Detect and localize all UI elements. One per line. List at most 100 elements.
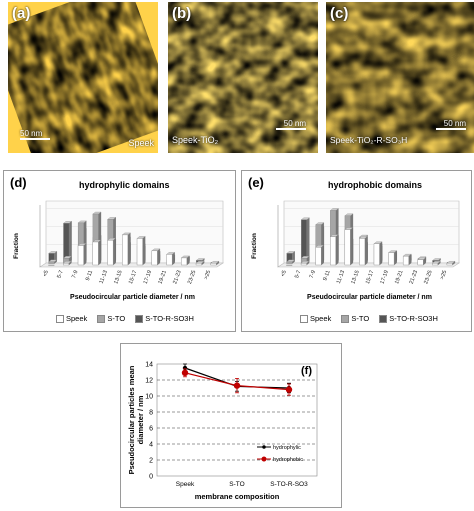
legend-item: Speek bbox=[300, 314, 331, 324]
tick-label: 17-19 bbox=[380, 270, 390, 285]
legend-item: S-TO bbox=[341, 314, 369, 324]
panel-label-b: (b) bbox=[172, 5, 192, 22]
x-tick-label: S-TO-R-SO3 bbox=[270, 481, 308, 488]
legend-item: Speek bbox=[56, 314, 88, 324]
legend-swatch bbox=[300, 315, 308, 324]
tick-label: 11-13 bbox=[336, 270, 346, 285]
legend-swatch bbox=[379, 315, 388, 324]
bar bbox=[417, 259, 424, 266]
sample-name: Speek bbox=[128, 138, 154, 148]
x-tick-label: Speek bbox=[176, 481, 195, 488]
bar-side bbox=[83, 243, 87, 266]
y-axis-label: Fraction bbox=[13, 233, 20, 259]
tick-label: 7-9 bbox=[71, 270, 79, 280]
bar-side bbox=[393, 250, 397, 266]
bar-side bbox=[112, 237, 116, 266]
y-tick-label: 8 bbox=[149, 410, 153, 417]
tick-label: 11-13 bbox=[99, 270, 109, 285]
bar bbox=[286, 264, 293, 266]
tick-label: 9-11 bbox=[322, 270, 331, 282]
legend-label: S-TO-R-SO3H bbox=[389, 314, 438, 323]
tick-label: 15-17 bbox=[365, 270, 375, 285]
tick-label: >25 bbox=[203, 270, 212, 281]
chart-title: hydrophobic domains bbox=[328, 180, 423, 190]
legend-item: S-TO bbox=[97, 314, 126, 324]
x-axis-label: membrane composition bbox=[195, 492, 280, 501]
afm-texture bbox=[8, 2, 158, 153]
bar bbox=[48, 261, 55, 264]
scale-bar bbox=[20, 138, 50, 140]
legend-swatch bbox=[135, 315, 144, 324]
y-tick-label: 2 bbox=[149, 458, 153, 465]
panel-label-e: (e) bbox=[248, 175, 264, 190]
y-axis-label: Pseudocircular particles mean bbox=[127, 365, 136, 474]
afm-image-speek: (a) 50 nm Speek bbox=[8, 2, 158, 153]
scale-bar bbox=[436, 128, 466, 130]
afm-texture bbox=[326, 2, 474, 153]
tick-label: 23-25 bbox=[187, 270, 197, 285]
x-axis-label: Pseudocircular particle diameter / nm bbox=[70, 294, 195, 301]
bar bbox=[107, 240, 114, 266]
floor bbox=[39, 262, 224, 268]
afm-texture bbox=[168, 2, 318, 153]
panel-label-c: (c) bbox=[330, 5, 349, 22]
bar bbox=[300, 263, 307, 266]
mean-diameter-panel: 0 2 4 6 8 10 12 14 Speek S-TO S-TO-R-SO3 membrane c… bbox=[120, 343, 342, 508]
data-point bbox=[181, 369, 189, 376]
legend-item: S-TO-R-SO3H bbox=[135, 314, 194, 324]
bar bbox=[210, 263, 217, 266]
tick-label: 7-9 bbox=[309, 270, 317, 280]
bar bbox=[92, 241, 99, 266]
bar bbox=[344, 229, 351, 266]
panel-label-f: (f) bbox=[301, 365, 312, 377]
legend-label: S-TO bbox=[107, 314, 126, 323]
scale-bar-label: 50 nm bbox=[443, 119, 466, 128]
bar bbox=[446, 263, 453, 266]
tick-label: >25 bbox=[439, 270, 448, 281]
sample-name: Speek-TiO₂-R-SO₃H bbox=[330, 135, 408, 145]
tick-label: 19-21 bbox=[394, 270, 404, 285]
bar bbox=[136, 238, 143, 266]
bar bbox=[181, 257, 188, 266]
legend-label: S-TO-R-SO3H bbox=[145, 314, 194, 323]
bar-side bbox=[335, 234, 339, 266]
legend-label: Speek bbox=[66, 314, 88, 323]
bar-side bbox=[157, 248, 161, 266]
scale-bar bbox=[276, 128, 306, 130]
panel-label-d: (d) bbox=[10, 175, 27, 190]
y-tick-label: 6 bbox=[149, 426, 153, 433]
bar-side bbox=[306, 217, 310, 263]
line-chart: 0 2 4 6 8 10 12 14 Speek S-TO S-TO-R-SO3 membrane c… bbox=[127, 362, 318, 501]
back-wall bbox=[283, 200, 460, 264]
bar-side bbox=[142, 236, 146, 266]
legend-label: hydrophobic bbox=[273, 457, 303, 463]
panel-label-a: (a) bbox=[12, 5, 31, 22]
bar bbox=[359, 238, 366, 266]
legend-label: hydrophylic bbox=[273, 445, 301, 451]
bar bbox=[432, 263, 439, 266]
bar-side bbox=[379, 241, 383, 266]
bar-side bbox=[68, 220, 72, 263]
tick-label: 13-15 bbox=[350, 270, 360, 285]
tick-label: 21-23 bbox=[172, 270, 182, 285]
y-tick-label: 12 bbox=[145, 378, 153, 385]
legend-item: S-TO-R-SO3H bbox=[379, 314, 438, 324]
y-axis-label: Fraction bbox=[251, 233, 258, 259]
y-tick-label: 10 bbox=[145, 394, 153, 401]
sample-name: Speek-TiO₂ bbox=[172, 135, 219, 145]
tick-label: 5-7 bbox=[294, 270, 302, 280]
x-axis-label: Pseudocircular particle diameter / nm bbox=[307, 294, 432, 301]
bar-side bbox=[127, 232, 131, 266]
back-wall bbox=[45, 200, 224, 264]
histogram-panel-hydrophobic: (e) hydrophobic domains <5 5-7 7-9 9-11 11-1… bbox=[241, 170, 472, 332]
bar bbox=[195, 263, 202, 266]
bar-side bbox=[350, 227, 354, 266]
histogram-panel-hydrophylic: (d) hydrophylic domains <5 5-7 7-9 9-11 11-1… bbox=[3, 170, 236, 332]
afm-image-speek-tio2-r-so3h: (c) 50 nm Speek-TiO₂-R-SO₃H bbox=[326, 2, 474, 153]
tick-label: 5-7 bbox=[56, 270, 64, 280]
bar bbox=[330, 236, 336, 266]
legend-marker bbox=[261, 456, 267, 462]
bar bbox=[402, 255, 409, 266]
bar-side bbox=[171, 252, 175, 266]
legend-swatch bbox=[341, 315, 350, 324]
